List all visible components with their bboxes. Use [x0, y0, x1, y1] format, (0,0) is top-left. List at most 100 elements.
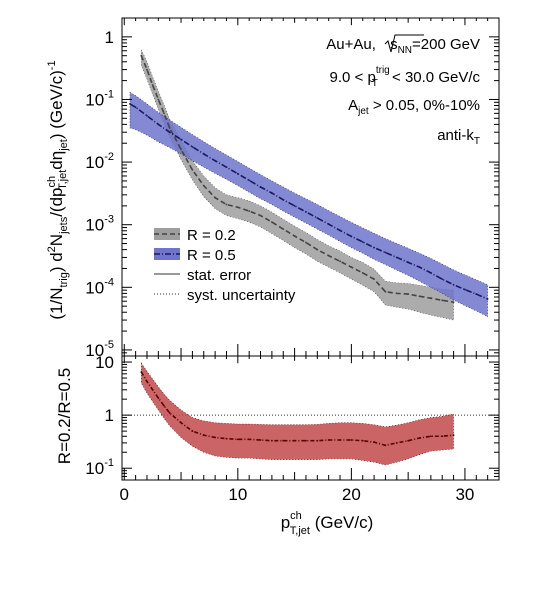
top-series-point-0 [316, 248, 319, 251]
top-series-point-0 [168, 127, 171, 129]
ratio-series-point-0 [316, 439, 319, 442]
ratio-series-point-0 [350, 439, 353, 441]
ratio-series-point-0 [429, 435, 432, 438]
ratio-series-point-0 [236, 438, 239, 441]
top-series-point-1 [350, 235, 353, 238]
top-series-point-1 [384, 251, 387, 254]
annotation-trigger-range: 9.0 < ptrig T < 30.0 GeV/c [330, 65, 481, 89]
top-series-point-1 [339, 229, 341, 232]
ratio-series-point-0 [373, 441, 375, 444]
top-ytick-label: 10-5 [85, 339, 114, 360]
top-series-point-1 [418, 266, 421, 269]
ratio-series-point-0 [418, 437, 421, 439]
top-series-point-1 [429, 271, 432, 274]
top-series-point-1 [441, 278, 444, 281]
top-series-point-1 [214, 159, 217, 162]
top-series-point-1 [407, 261, 410, 264]
top-series-point-1 [180, 138, 182, 141]
top-series-point-1 [191, 145, 194, 148]
legend-entry-stat: stat. error [154, 267, 251, 284]
ratio-series-point-0 [180, 421, 182, 424]
top-series-point-0 [441, 299, 444, 302]
legend-entry-r02: R = 0.2 [154, 227, 236, 244]
top-series-point-0 [384, 290, 387, 293]
top-series-point-0 [418, 295, 421, 298]
annotation-collision: Au+Au, sNN=200 GeV [326, 36, 480, 56]
ratio-series-point-0 [163, 404, 165, 407]
top-series-point-1 [282, 198, 285, 201]
top-series-point-1 [452, 283, 455, 286]
top-series-point-1 [361, 241, 364, 243]
ratio-series-point-0 [225, 437, 228, 440]
top-series-point-0 [327, 254, 330, 257]
legend-label-r05: R = 0.5 [187, 247, 236, 264]
top-series-point-0 [163, 112, 165, 115]
ratio-series-point-0 [327, 439, 330, 441]
top-series-point-1 [305, 211, 307, 213]
x-axis-label: pch T,jet (GeV/c) [281, 510, 374, 537]
top-series-point-1 [464, 288, 466, 291]
top-series-point-1 [475, 293, 478, 295]
top-series-point-1 [225, 166, 228, 169]
top-series-point-0 [429, 297, 432, 300]
annotation-ajet-centrality: Ajet > 0.05, 0%-10% [348, 97, 480, 117]
top-ytick-label: 10-1 [85, 88, 114, 109]
annotation-algorithm: anti-kT [437, 127, 480, 147]
top-series-point-0 [339, 260, 341, 263]
ratio-series-band-0 [141, 362, 454, 466]
legend-entry-syst: syst. uncertainty [154, 287, 296, 304]
top-series-point-1 [316, 217, 319, 219]
legend: R = 0.2 R = 0.5 stat. error syst. uncert… [154, 227, 296, 304]
top-series-point-0 [282, 228, 285, 231]
bottom-panel: 10 1 10-1 0 10 20 30 R=0.2/R=0.5 pch T,jet (Ge… [55, 353, 500, 537]
top-series-point-1 [373, 246, 375, 249]
top-series-point-0 [350, 266, 353, 269]
top-series-point-1 [270, 192, 273, 194]
ratio-series-point-0 [191, 430, 194, 433]
ratio-series-point-0 [395, 441, 398, 444]
top-series-point-1 [146, 114, 148, 117]
ratio-series-point-0 [293, 439, 296, 442]
top-series-point-1 [168, 131, 171, 134]
ratio-series-point-0 [248, 438, 251, 441]
top-series-point-0 [305, 241, 307, 244]
top-panel: 1 10-1 10-2 10-3 10-4 10-5 (1/Ntrig) d2Njets/… [46, 17, 500, 360]
top-series-point-1 [202, 153, 205, 155]
bottom-ytick-label: 10-1 [85, 457, 114, 478]
ratio-series-point-0 [259, 439, 262, 441]
bottom-ytick-label: 1 [105, 406, 114, 425]
bottom-xtick-label: 20 [342, 485, 361, 504]
top-series-point-0 [202, 184, 205, 187]
ratio-series-point-0 [407, 439, 410, 442]
top-series-point-0 [236, 206, 239, 209]
bottom-xtick-label: 0 [120, 485, 129, 504]
ratio-series-point-0 [214, 436, 217, 439]
top-series-point-0 [373, 278, 375, 281]
bottom-xtick-label: 30 [455, 485, 474, 504]
ratio-series-point-0 [157, 397, 160, 399]
top-series-point-0 [191, 169, 194, 171]
top-ytick-label: 10-4 [85, 276, 114, 297]
legend-entry-r05: R = 0.5 [154, 247, 236, 264]
ratio-series-point-0 [146, 380, 148, 383]
top-series-point-0 [214, 196, 217, 199]
ratio-series-point-0 [168, 412, 171, 414]
bottom-xtick-label: 10 [228, 485, 247, 504]
top-series-point-0 [361, 271, 364, 274]
top-series-point-1 [129, 102, 131, 105]
top-ytick-label: 10-3 [85, 214, 114, 235]
top-series-point-0 [407, 293, 410, 295]
ratio-series-point-0 [339, 439, 341, 441]
top-series-point-0 [146, 68, 148, 71]
ratio-series-point-0 [151, 388, 154, 391]
top-series-point-1 [327, 223, 330, 226]
top-series-point-1 [248, 179, 251, 182]
top-ytick-label: 1 [105, 28, 114, 47]
bottom-ytick-label: 10 [95, 353, 114, 372]
top-series-point-0 [270, 221, 273, 224]
top-series-band-1 [129, 91, 488, 318]
top-series-point-1 [157, 123, 160, 126]
top-series-point-0 [151, 84, 154, 86]
top-series-point-1 [259, 186, 262, 188]
